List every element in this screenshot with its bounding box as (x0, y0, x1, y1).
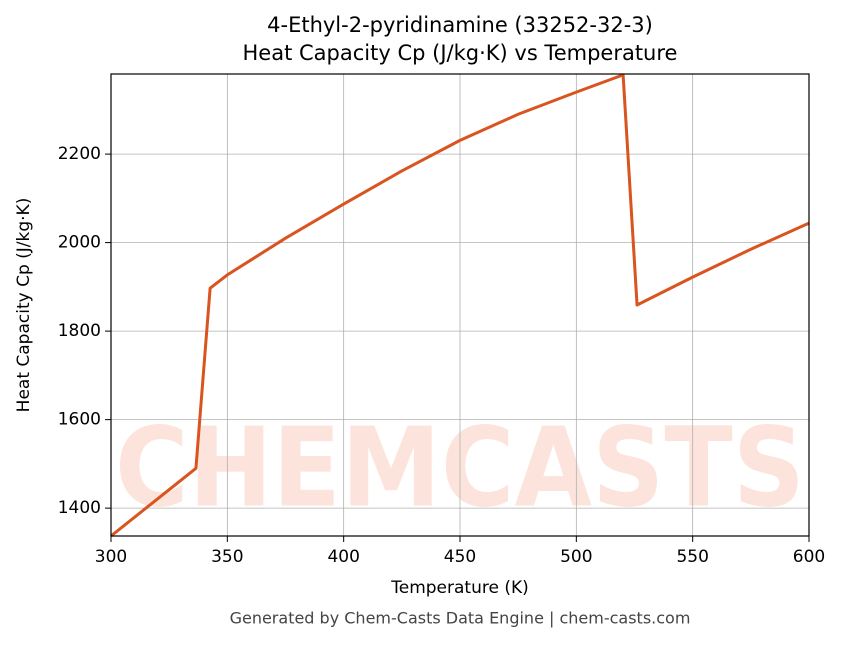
x-tick-label: 600 (793, 547, 825, 567)
x-tick-label: 550 (676, 547, 708, 567)
y-tick-label: 1600 (58, 410, 101, 430)
y-tick-label: 1400 (58, 498, 101, 518)
x-tick-label: 500 (560, 547, 592, 567)
y-tick-label: 1800 (58, 321, 101, 341)
chart-subtitle: Heat Capacity Cp (J/kg·K) vs Temperature (243, 41, 678, 65)
plot-frame (110, 73, 810, 537)
y-tick-label: 2000 (58, 233, 101, 253)
y-axis-label: Heat Capacity Cp (J/kg·K) (14, 198, 34, 413)
x-tick-label: 400 (327, 547, 359, 567)
x-tick-label: 350 (211, 547, 243, 567)
chart-title: 4-Ethyl-2-pyridinamine (33252-32-3) (267, 13, 653, 37)
x-tick-label: 300 (95, 547, 127, 567)
y-tick-label: 2200 (58, 144, 101, 164)
x-axis-label: Temperature (K) (390, 578, 529, 598)
data-line (110, 73, 810, 538)
x-tick-label: 450 (444, 547, 476, 567)
footer: Generated by Chem-Casts Data Engine | ch… (230, 609, 691, 628)
